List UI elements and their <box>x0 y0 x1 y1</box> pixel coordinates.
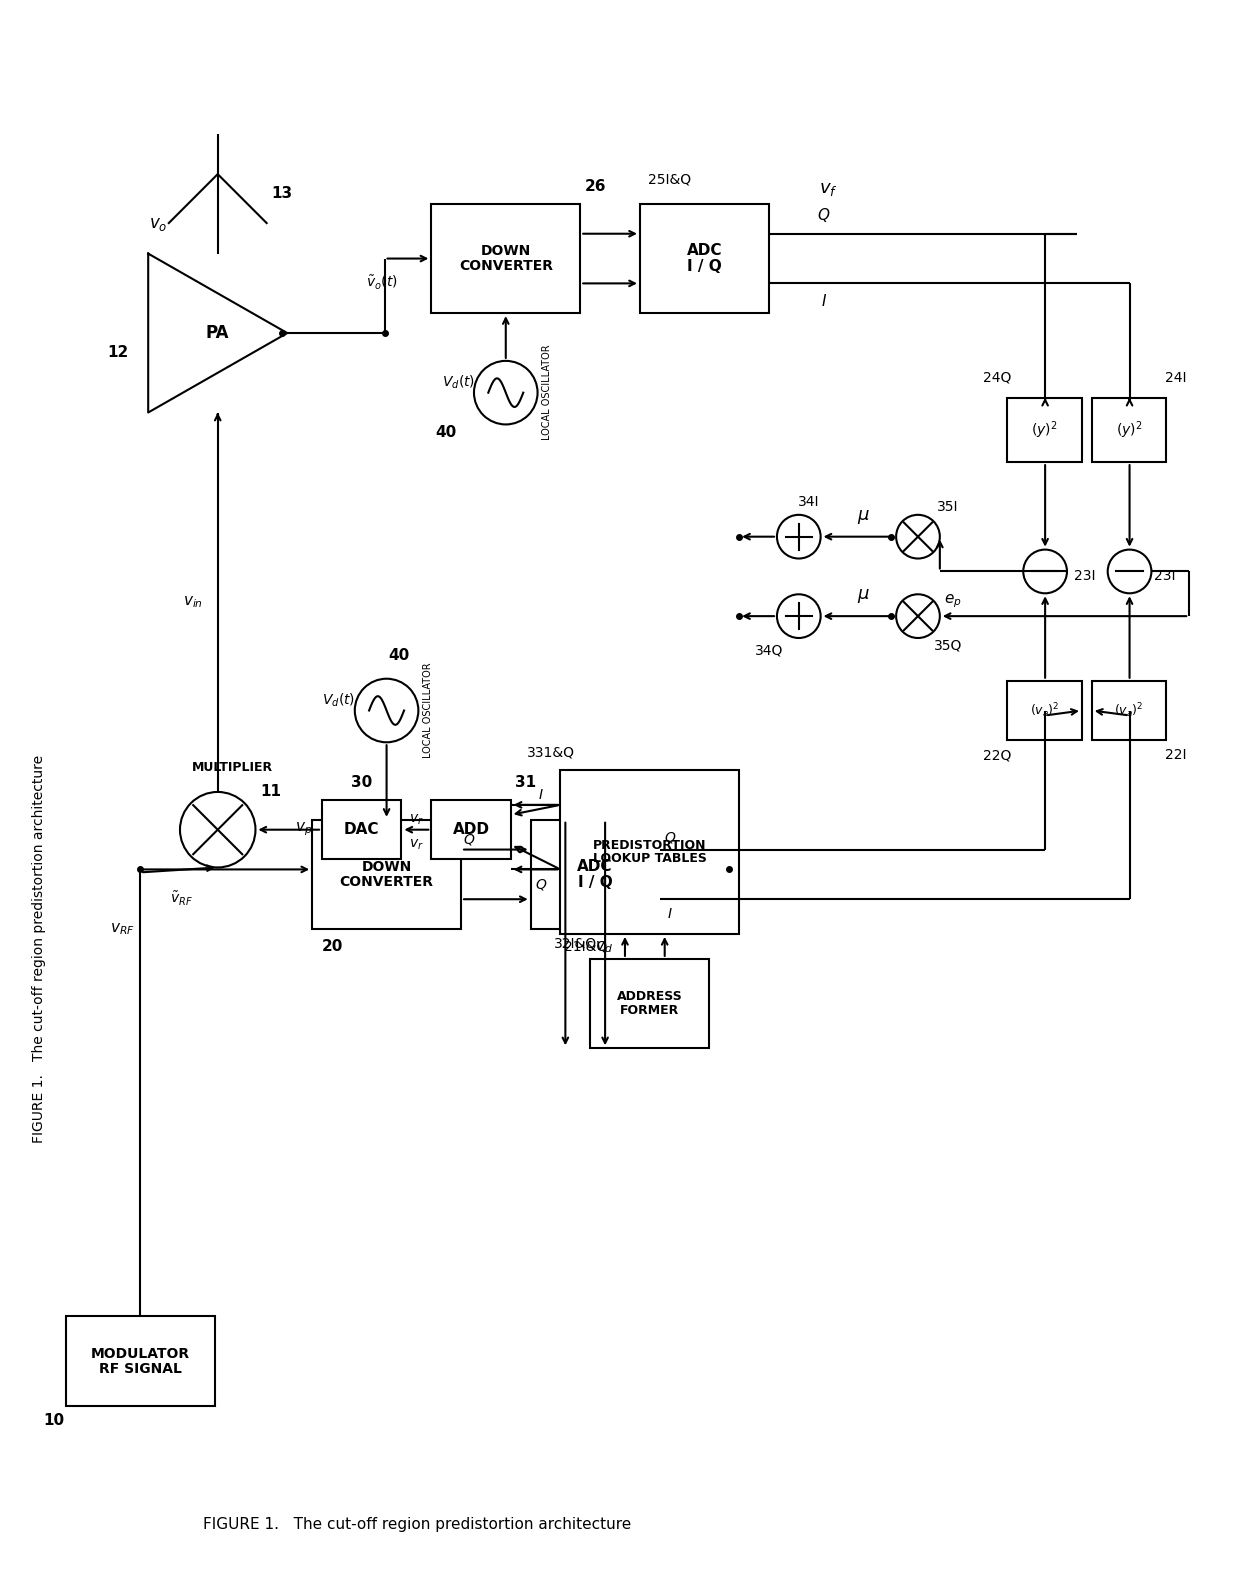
Text: 26: 26 <box>584 179 606 193</box>
Text: I / Q: I / Q <box>687 259 722 275</box>
Text: I / Q: I / Q <box>578 876 613 890</box>
Text: 32I&Q: 32I&Q <box>554 937 596 951</box>
Text: 20: 20 <box>321 940 342 954</box>
Text: $(y)^2$: $(y)^2$ <box>1032 419 1058 441</box>
Text: DOWN: DOWN <box>361 860 412 874</box>
Text: 10: 10 <box>43 1414 64 1428</box>
Text: $v_r$: $v_r$ <box>409 813 424 827</box>
Bar <box>1007 397 1081 463</box>
Text: LOCAL OSCILLATOR: LOCAL OSCILLATOR <box>423 662 433 758</box>
Text: $\tilde{v}_{RF}$: $\tilde{v}_{RF}$ <box>170 890 193 908</box>
Bar <box>1091 681 1167 741</box>
Text: 35Q: 35Q <box>934 639 962 653</box>
Text: $\tilde{v}_o(t)$: $\tilde{v}_o(t)$ <box>366 275 398 292</box>
Text: Q: Q <box>665 830 675 844</box>
Text: 12: 12 <box>108 345 129 361</box>
Text: 25I&Q: 25I&Q <box>649 173 691 187</box>
Text: Q: Q <box>536 877 546 891</box>
Text: 23I: 23I <box>1153 570 1176 584</box>
Text: 34Q: 34Q <box>755 643 784 657</box>
Text: $(v_a)^2$: $(v_a)^2$ <box>1030 701 1059 720</box>
Text: 34I: 34I <box>799 494 820 508</box>
Text: I: I <box>821 293 826 309</box>
Bar <box>322 800 402 860</box>
Text: ADDRESS: ADDRESS <box>618 990 683 1003</box>
Bar <box>590 959 709 1048</box>
Text: I: I <box>538 788 543 802</box>
Bar <box>432 204 580 314</box>
Text: $v_{in}$: $v_{in}$ <box>182 595 203 610</box>
Text: MULTIPLIER: MULTIPLIER <box>192 761 273 774</box>
Text: $(y)^2$: $(y)^2$ <box>1116 419 1142 441</box>
Text: $V_d(t)$: $V_d(t)$ <box>441 373 475 391</box>
Text: I: I <box>667 907 672 921</box>
Bar <box>640 204 769 314</box>
Text: FIGURE 1.   The cut-off region predistortion architecture: FIGURE 1. The cut-off region predistorti… <box>32 755 46 1142</box>
Text: 24I: 24I <box>1166 370 1187 384</box>
Text: CONVERTER: CONVERTER <box>459 259 553 273</box>
Bar <box>66 1316 215 1406</box>
Text: $V_d(t)$: $V_d(t)$ <box>322 692 356 709</box>
Bar <box>1091 397 1167 463</box>
Text: RF SIGNAL: RF SIGNAL <box>99 1362 182 1376</box>
Bar <box>560 770 739 934</box>
Text: 11: 11 <box>260 784 281 800</box>
Text: CONVERTER: CONVERTER <box>340 876 434 890</box>
Text: ADC: ADC <box>578 858 613 874</box>
Text: 22I: 22I <box>1166 748 1187 763</box>
Text: 22Q: 22Q <box>983 748 1012 763</box>
Text: $e_p$: $e_p$ <box>944 593 961 610</box>
Text: $v_d$: $v_d$ <box>595 940 613 956</box>
Text: 24Q: 24Q <box>983 370 1012 384</box>
Text: ADD: ADD <box>453 822 490 838</box>
Text: 23I: 23I <box>1074 570 1096 584</box>
Bar <box>1007 681 1081 741</box>
Text: 40: 40 <box>388 648 409 664</box>
Bar <box>312 819 461 929</box>
Text: $v_r$: $v_r$ <box>409 838 424 852</box>
Text: $\mu$: $\mu$ <box>857 508 869 526</box>
Text: ADC: ADC <box>687 243 722 257</box>
Text: LOOKUP TABLES: LOOKUP TABLES <box>593 852 707 865</box>
Text: 13: 13 <box>272 187 293 201</box>
Bar <box>432 800 511 860</box>
Text: PA: PA <box>206 325 229 342</box>
Text: 331&Q: 331&Q <box>527 745 574 759</box>
Text: LOCAL OSCILLATOR: LOCAL OSCILLATOR <box>542 345 553 441</box>
Text: PREDISTORTION: PREDISTORTION <box>593 839 707 852</box>
Text: $v_p$: $v_p$ <box>295 821 312 838</box>
Text: FIGURE 1.   The cut-off region predistortion architecture: FIGURE 1. The cut-off region predistorti… <box>203 1517 631 1533</box>
Text: DOWN: DOWN <box>481 245 531 259</box>
Text: 21I&Q: 21I&Q <box>564 940 606 954</box>
Text: MODULATOR: MODULATOR <box>91 1346 190 1360</box>
Text: Q: Q <box>817 209 830 223</box>
Bar <box>531 819 660 929</box>
Text: 31: 31 <box>515 775 536 789</box>
Text: $\mu$: $\mu$ <box>857 587 869 606</box>
Text: $v_o$: $v_o$ <box>149 215 167 232</box>
Text: 35I: 35I <box>937 501 959 515</box>
Text: $v_{RF}$: $v_{RF}$ <box>110 921 135 937</box>
Text: 30: 30 <box>351 775 372 789</box>
Text: DAC: DAC <box>343 822 379 838</box>
Text: 40: 40 <box>435 425 456 439</box>
Text: $v_f$: $v_f$ <box>820 180 838 198</box>
Text: FORMER: FORMER <box>620 1004 680 1017</box>
Text: $(v_a)^2$: $(v_a)^2$ <box>1115 701 1143 720</box>
Text: Q: Q <box>464 833 475 847</box>
